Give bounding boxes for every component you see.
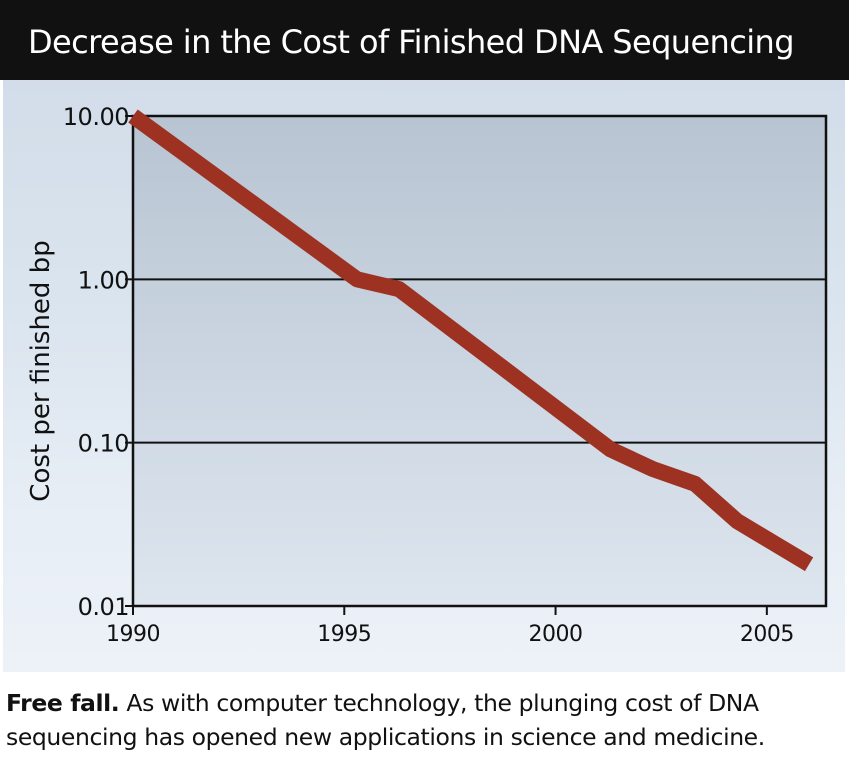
caption-lead: Free fall. [6, 689, 120, 717]
chart-title: Decrease in the Cost of Finished DNA Seq… [28, 23, 795, 61]
x-tick-label: 1990 [106, 622, 160, 647]
caption: Free fall. As with computer technology, … [6, 686, 846, 754]
x-tick-label: 2005 [740, 622, 794, 647]
x-tick-label: 2000 [529, 622, 583, 647]
y-tick-label: 1.00 [78, 266, 129, 294]
plot-frame [131, 114, 828, 608]
x-tick-label: 1995 [317, 622, 371, 647]
series-line [128, 109, 814, 572]
chart-panel: 10.00 1.00 0.10 0.01 1990 1995 2000 2005 Cost … [3, 80, 845, 672]
y-tick-label: 0.01 [78, 593, 129, 621]
caption-text: As with computer technology, the plungin… [6, 689, 765, 751]
line-chart: 10.00 1.00 0.10 0.01 1990 1995 2000 2005 Cost … [26, 103, 828, 647]
title-bar: Decrease in the Cost of Finished DNA Seq… [0, 0, 849, 80]
y-tick-label: 10.00 [63, 103, 129, 131]
y-axis-label: Cost per finished bp [26, 240, 56, 501]
y-tick-label: 0.10 [78, 430, 129, 458]
